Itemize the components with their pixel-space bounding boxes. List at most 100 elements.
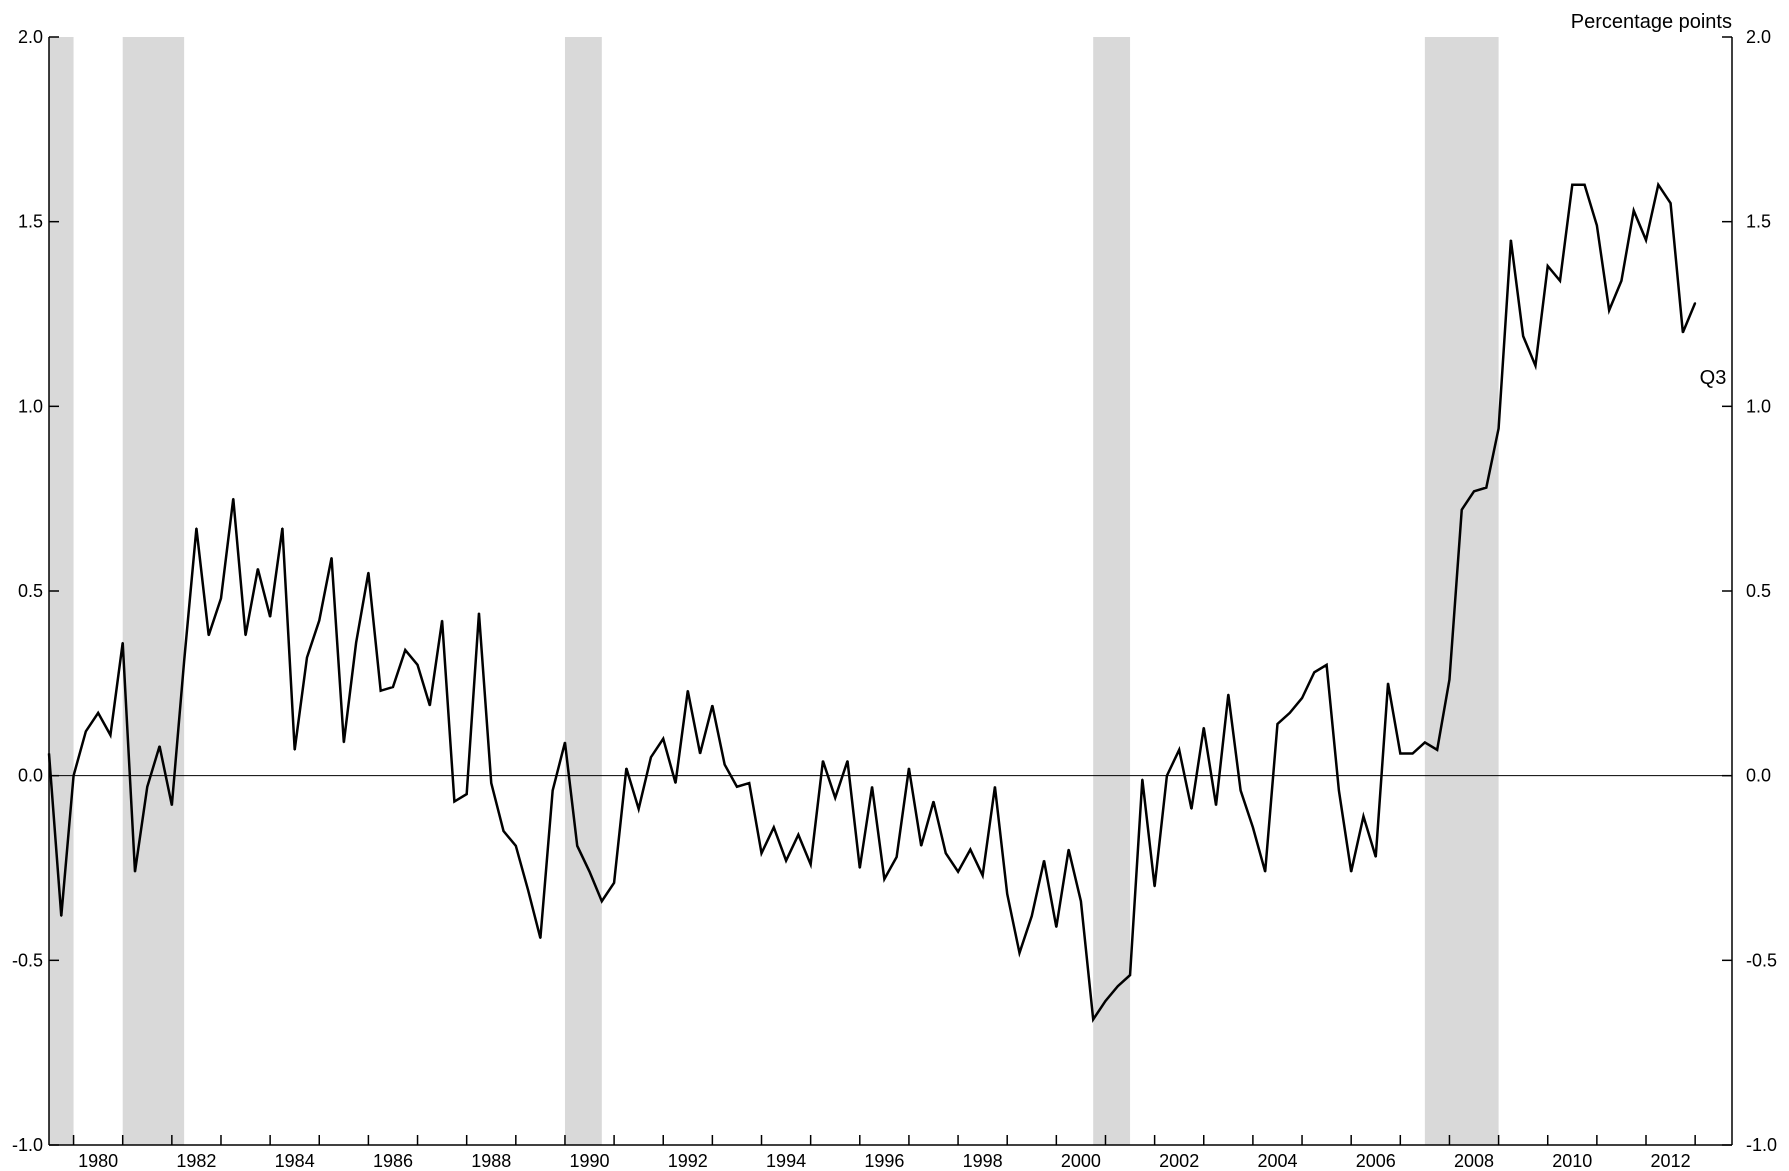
data-point-71 [920,845,923,847]
data-point-9 [158,745,161,747]
data-point-2 [72,774,75,777]
data-point-113 [1436,749,1438,751]
data-point-42 [564,741,566,744]
data-point-118 [1497,427,1500,430]
data-point-36 [490,782,493,784]
series-layer [47,181,1697,1024]
data-point-123 [1559,279,1561,282]
data-point-24 [343,741,345,744]
data-point-67 [871,785,873,788]
data-point-91 [1166,774,1168,777]
data-point-30 [416,664,419,666]
data-point-110 [1399,752,1402,755]
data-point-101 [1288,712,1291,714]
data-point-92 [1178,749,1180,751]
data-point-61 [797,833,800,836]
data-point-124 [1571,183,1574,186]
data-point-80 [1030,915,1033,917]
y-tick-label-right: 2.0 [1746,27,1771,47]
x-tick-label: 2004 [1257,1151,1297,1171]
data-point-1 [60,915,63,917]
data-point-102 [1301,697,1303,699]
data-point-65 [846,760,849,762]
data-point-11 [183,660,185,662]
data-point-43 [576,845,579,847]
y-tick-label-left: 0.0 [18,766,43,786]
data-point-133 [1682,331,1684,334]
data-point-25 [355,641,357,644]
data-point-60 [785,859,787,862]
data-point-106 [1350,870,1352,873]
data-point-34 [465,793,468,795]
data-point-16 [244,634,247,637]
data-point-121 [1534,364,1537,367]
x-tick-label: 2008 [1454,1151,1494,1171]
data-point-74 [957,870,959,873]
data-point-69 [895,856,898,858]
recession-band-1 [122,37,185,1145]
data-point-55 [723,763,726,766]
data-point-18 [269,616,271,618]
data-point-23 [330,556,333,559]
data-point-73 [944,852,947,855]
data-point-21 [306,656,308,659]
x-tick-label: 1992 [668,1151,708,1171]
label-layer: Percentage points Q3 [1571,11,1732,389]
data-point-76 [981,874,984,877]
data-point-31 [429,704,431,707]
data-point-83 [1067,848,1070,851]
data-point-63 [822,760,824,762]
data-point-68 [883,878,886,880]
data-point-129 [1632,209,1635,212]
data-point-120 [1522,335,1524,337]
data-point-27 [379,689,382,692]
data-point-7 [134,870,136,873]
y-tick-label-left: -1.0 [12,1135,43,1155]
data-point-66 [858,867,861,869]
y-axis-unit-label: Percentage points [1571,11,1732,33]
x-tick-label: 1994 [766,1151,806,1171]
data-point-33 [453,800,456,803]
y-tick-label-left: 1.0 [18,396,43,416]
data-point-50 [662,737,665,740]
data-point-114 [1448,678,1451,681]
data-point-72 [932,800,935,803]
y-tick-label-right: -1.0 [1746,1135,1777,1155]
data-point-45 [601,900,603,903]
data-point-126 [1596,224,1598,227]
x-tick-label: 1982 [176,1151,216,1171]
x-tick-label: 2006 [1356,1151,1396,1171]
data-point-87 [1116,985,1119,987]
data-point-20 [293,749,296,751]
data-point-131 [1657,183,1660,186]
x-tick-label: 2012 [1651,1151,1691,1171]
data-point-4 [97,712,99,714]
data-point-53 [699,752,701,755]
data-point-26 [367,571,370,574]
data-point-64 [834,797,837,799]
recession-band-2 [564,37,602,1145]
x-tick-label: 1990 [570,1151,610,1171]
data-point-85 [1092,1018,1094,1021]
data-point-112 [1424,741,1426,744]
x-tick-label: 1980 [78,1151,118,1171]
data-point-32 [441,619,443,622]
data-point-19 [281,527,284,530]
data-point-94 [1202,726,1205,729]
data-point-22 [318,619,321,622]
y-tick-label-right: 0.0 [1746,766,1771,786]
data-point-44 [588,870,591,873]
data-point-52 [687,689,689,692]
data-point-59 [772,826,775,829]
data-point-57 [748,782,751,784]
data-point-84 [1080,900,1082,903]
data-point-78 [1006,893,1009,895]
data-point-56 [736,785,738,788]
data-point-29 [404,649,407,651]
y-tick-label-right: -0.5 [1746,950,1777,970]
x-tick-label: 2000 [1061,1151,1101,1171]
data-point-108 [1374,856,1377,858]
data-point-49 [650,756,652,758]
data-point-117 [1485,486,1488,489]
